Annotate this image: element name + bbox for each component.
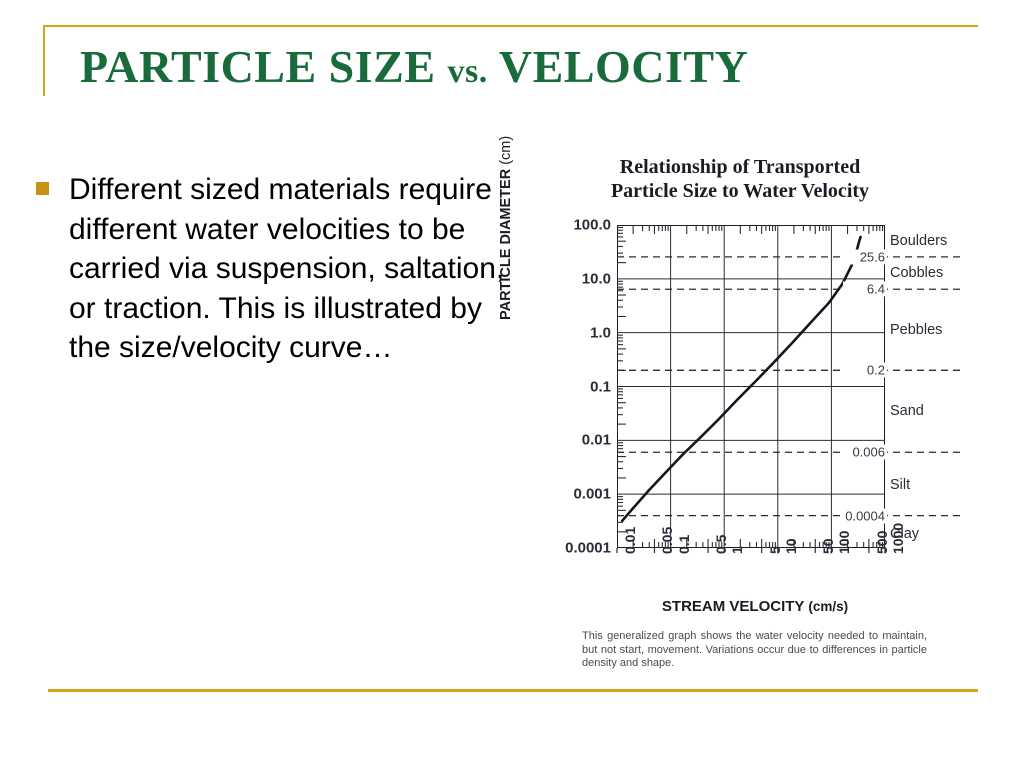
x-tick-label: 0.1: [675, 534, 692, 554]
figure-title-line1: Relationship of Transported: [619, 156, 861, 178]
y-axis-tick-labels: 100.0 10.0 1.0 0.1 0.01 0.001 0.0001: [530, 150, 611, 690]
y-tick-label: 0.0001: [565, 539, 611, 557]
boundary-value-label: 6.4: [843, 281, 887, 297]
page-title-vs: vs.: [447, 53, 488, 90]
x-tick-label: 5: [766, 546, 783, 554]
category-label: Silt: [890, 476, 911, 493]
y-tick-label: 0.001: [573, 485, 611, 503]
x-tick-label: 500: [873, 530, 890, 554]
figure-caption: This generalized graph shows the water v…: [582, 630, 927, 669]
category-label: Cobbles: [890, 265, 944, 282]
x-tick-label: 1000: [890, 522, 906, 554]
slide-bottom-rule: [48, 689, 978, 692]
boundary-value-label: 0.2: [843, 362, 887, 378]
x-tick-label: 0.01: [622, 526, 638, 554]
plot-canvas: [616, 225, 965, 553]
y-tick-label: 10.0: [581, 270, 611, 288]
x-axis-unit: (cm/s): [808, 599, 849, 614]
category-label: Clay: [890, 526, 920, 543]
boundary-value-label: 0.0004: [843, 508, 887, 524]
x-tick-label: 0.05: [659, 526, 676, 554]
x-tick-label: 1: [729, 546, 746, 554]
y-tick-label: 100.0: [573, 216, 611, 234]
x-tick-label: 50: [820, 538, 837, 554]
y-axis-unit: (cm): [498, 135, 514, 165]
category-label: Pebbles: [890, 322, 943, 339]
y-tick-label: 0.01: [581, 431, 611, 449]
category-label: Boulders: [890, 233, 948, 250]
page-title: PARTICLE SIZE vs. VELOCITY: [80, 40, 960, 99]
bullet-list: Different sized materials require differ…: [36, 170, 526, 368]
y-axis-title: PARTICLE DIAMETER (cm): [498, 136, 514, 320]
figure-title-line2: Particle Size to Water Velocity: [610, 180, 870, 202]
boundary-value-label: 25.6: [843, 249, 887, 265]
bullet-item-text: Different sized materials require differ…: [69, 173, 505, 364]
page-title-tail: VELOCITY: [487, 41, 749, 92]
slide-left-rule: [43, 25, 45, 96]
category-label: Sand: [890, 403, 924, 420]
y-tick-label: 1.0: [590, 324, 611, 342]
x-axis-title: STREAM VELOCITY (cm/s): [590, 598, 920, 615]
boundary-value-label: 0.006: [843, 444, 887, 460]
x-tick-label: 10: [782, 538, 799, 554]
slide-top-rule: [43, 25, 978, 27]
y-tick-label: 0.1: [590, 378, 611, 395]
x-tick-label: 100: [836, 530, 853, 554]
particle-size-velocity-figure: Relationship of Transported Particle Siz…: [498, 136, 980, 690]
y-axis-title-text: PARTICLE DIAMETER: [498, 168, 514, 320]
page-title-main: PARTICLE SIZE: [80, 41, 448, 92]
x-tick-label: 0.5: [713, 534, 730, 554]
size-velocity-curve: [620, 235, 862, 523]
x-axis-title-text: STREAM VELOCITY: [661, 598, 805, 615]
bullet-marker-icon: [36, 182, 49, 195]
figure-title: Relationship of Transported Particle Siz…: [530, 155, 950, 203]
